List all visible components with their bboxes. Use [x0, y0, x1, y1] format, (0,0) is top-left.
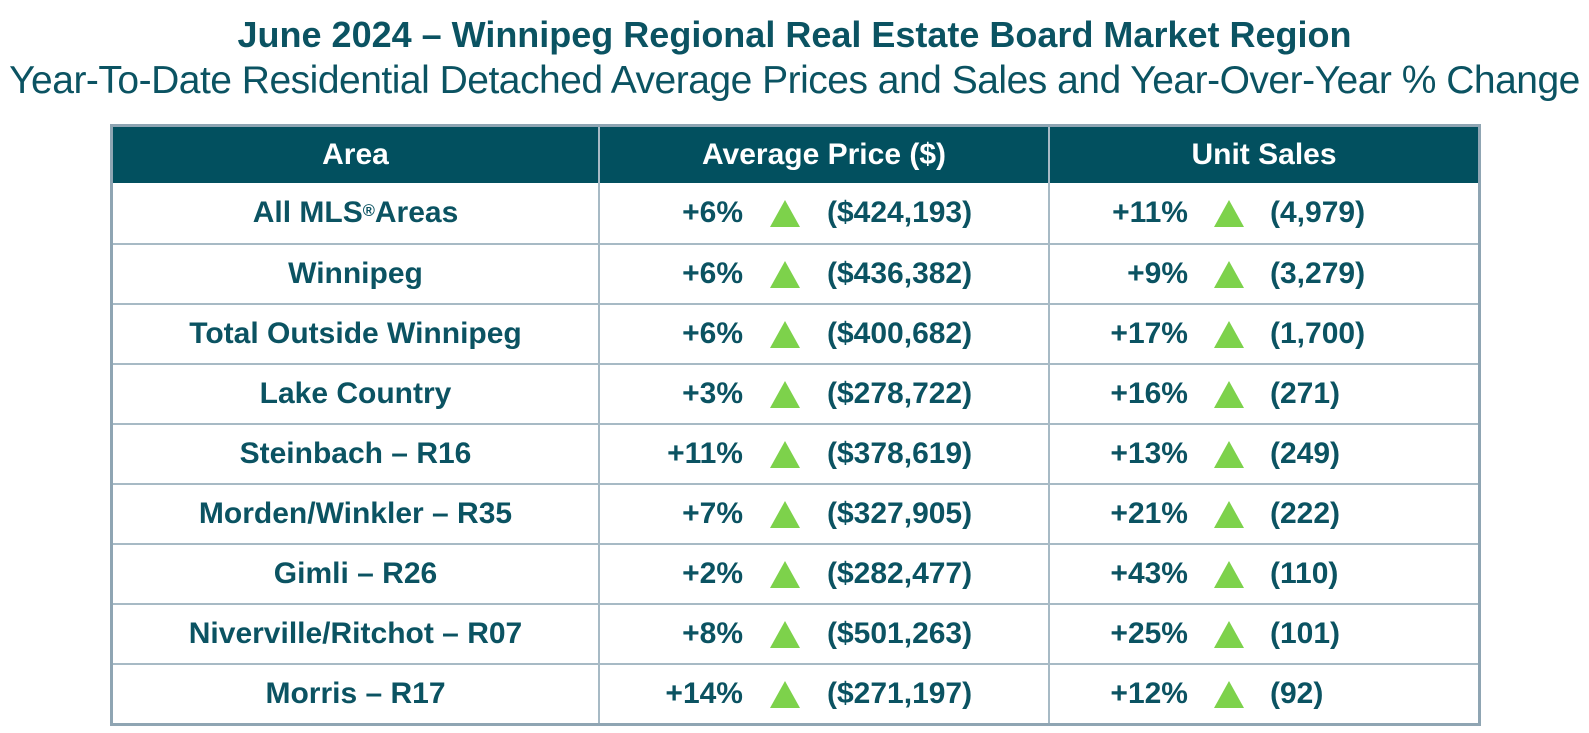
- price-change-percent: +2%: [682, 557, 743, 590]
- average-price-cell: +7% ($327,905): [598, 485, 1048, 543]
- table-row: All MLS ® Areas +6% ($424,193) +11% (4,97…: [113, 183, 1478, 243]
- page-subtitle: Year-To-Date Residential Detached Averag…: [9, 59, 1580, 102]
- table-row: Gimli – R26 +2% ($282,477) +43% (110): [113, 543, 1478, 603]
- column-header-average-price: Average Price ($): [598, 127, 1048, 183]
- price-change-percent: +8%: [682, 617, 743, 650]
- price-up-triangle-icon: [755, 260, 815, 288]
- price-value: ($400,682): [827, 317, 973, 350]
- sales-value: (101): [1270, 617, 1341, 650]
- price-value: ($436,382): [827, 257, 973, 290]
- average-price-cell: +6% ($424,193): [598, 183, 1048, 243]
- area-cell: All MLS ® Areas: [252, 196, 459, 229]
- unit-sales-cell: +9% (3,279): [1048, 245, 1478, 303]
- sales-change-percent: +13%: [1110, 437, 1188, 470]
- price-up-triangle-icon: [755, 320, 815, 348]
- area-cell: Lake Country: [259, 377, 452, 410]
- price-value: ($278,722): [827, 377, 973, 410]
- price-value: ($424,193): [827, 196, 973, 229]
- table-row: Morris – R17 +14% ($271,197) +12% (92): [113, 663, 1478, 723]
- unit-sales-cell: +13% (249): [1048, 425, 1478, 483]
- sales-up-triangle-icon: [1200, 500, 1258, 528]
- price-change-percent: +6%: [682, 257, 743, 290]
- sales-change-percent: +12%: [1110, 677, 1188, 710]
- table-row: Niverville/Ritchot – R07 +8% ($501,263) …: [113, 603, 1478, 663]
- price-value: ($327,905): [827, 497, 973, 530]
- price-up-triangle-icon: [755, 560, 815, 588]
- sales-up-triangle-icon: [1200, 680, 1258, 708]
- sales-change-percent: +17%: [1110, 317, 1188, 350]
- unit-sales-cell: +12% (92): [1048, 665, 1478, 723]
- sales-value: (92): [1270, 677, 1324, 710]
- area-cell: Steinbach – R16: [239, 437, 472, 470]
- area-cell: Gimli – R26: [273, 557, 438, 590]
- price-change-percent: +6%: [682, 196, 743, 229]
- table-row: Lake Country +3% ($278,722) +16% (271): [113, 363, 1478, 423]
- sales-change-percent: +9%: [1127, 257, 1188, 290]
- sales-value: (3,279): [1270, 257, 1366, 290]
- table-row: Steinbach – R16 +11% ($378,619) +13% (24…: [113, 423, 1478, 483]
- sales-value: (110): [1270, 557, 1339, 590]
- sales-change-percent: +25%: [1110, 617, 1188, 650]
- table-row: Total Outside Winnipeg +6% ($400,682) +1…: [113, 303, 1478, 363]
- table-row: Morden/Winkler – R35 +7% ($327,905) +21%…: [113, 483, 1478, 543]
- column-header-unit-sales: Unit Sales: [1048, 127, 1478, 183]
- area-cell: Total Outside Winnipeg: [189, 317, 522, 350]
- price-change-percent: +11%: [667, 437, 743, 470]
- price-value: ($378,619): [827, 437, 973, 470]
- price-up-triangle-icon: [755, 440, 815, 468]
- area-cell: Winnipeg: [288, 257, 423, 290]
- unit-sales-cell: +11% (4,979): [1048, 183, 1478, 243]
- sales-up-triangle-icon: [1200, 199, 1258, 227]
- table-header-row: Area Average Price ($) Unit Sales: [113, 127, 1478, 183]
- sales-up-triangle-icon: [1200, 560, 1258, 588]
- unit-sales-cell: +16% (271): [1048, 365, 1478, 423]
- report-header: June 2024 – Winnipeg Regional Real Estat…: [0, 0, 1589, 104]
- sales-up-triangle-icon: [1200, 260, 1258, 288]
- sales-value: (249): [1270, 437, 1341, 470]
- price-up-triangle-icon: [755, 500, 815, 528]
- sales-value: (271): [1270, 377, 1341, 410]
- price-value: ($501,263): [827, 617, 973, 650]
- price-up-triangle-icon: [755, 620, 815, 648]
- price-change-percent: +6%: [682, 317, 743, 350]
- area-cell: Morden/Winkler – R35: [198, 497, 513, 530]
- sales-up-triangle-icon: [1200, 440, 1258, 468]
- price-up-triangle-icon: [755, 199, 815, 227]
- page-title: June 2024 – Winnipeg Regional Real Estat…: [237, 14, 1352, 55]
- table-body: All MLS ® Areas +6% ($424,193) +11% (4,97…: [113, 183, 1478, 723]
- sales-up-triangle-icon: [1200, 620, 1258, 648]
- sales-change-percent: +43%: [1110, 557, 1188, 590]
- market-data-table: Area Average Price ($) Unit Sales All ML…: [110, 124, 1481, 726]
- unit-sales-cell: +43% (110): [1048, 545, 1478, 603]
- price-up-triangle-icon: [755, 380, 815, 408]
- price-change-percent: +14%: [665, 677, 743, 710]
- sales-change-percent: +21%: [1110, 497, 1188, 530]
- sales-up-triangle-icon: [1200, 380, 1258, 408]
- average-price-cell: +14% ($271,197): [598, 665, 1048, 723]
- column-header-area: Area: [322, 138, 389, 171]
- sales-value: (1,700): [1270, 317, 1366, 350]
- average-price-cell: +6% ($436,382): [598, 245, 1048, 303]
- price-value: ($271,197): [827, 677, 973, 710]
- sales-change-percent: +11%: [1112, 196, 1188, 229]
- price-up-triangle-icon: [755, 680, 815, 708]
- unit-sales-cell: +17% (1,700): [1048, 305, 1478, 363]
- sales-up-triangle-icon: [1200, 320, 1258, 348]
- area-cell: Niverville/Ritchot – R07: [188, 617, 523, 650]
- table-row: Winnipeg +6% ($436,382) +9% (3,279): [113, 243, 1478, 303]
- average-price-cell: +2% ($282,477): [598, 545, 1048, 603]
- sales-change-percent: +16%: [1110, 377, 1188, 410]
- unit-sales-cell: +25% (101): [1048, 605, 1478, 663]
- average-price-cell: +3% ($278,722): [598, 365, 1048, 423]
- price-change-percent: +7%: [682, 497, 743, 530]
- average-price-cell: +11% ($378,619): [598, 425, 1048, 483]
- price-change-percent: +3%: [682, 377, 743, 410]
- unit-sales-cell: +21% (222): [1048, 485, 1478, 543]
- sales-value: (4,979): [1270, 196, 1366, 229]
- average-price-cell: +8% ($501,263): [598, 605, 1048, 663]
- price-value: ($282,477): [827, 557, 973, 590]
- area-cell: Morris – R17: [265, 677, 446, 710]
- sales-value: (222): [1270, 497, 1341, 530]
- average-price-cell: +6% ($400,682): [598, 305, 1048, 363]
